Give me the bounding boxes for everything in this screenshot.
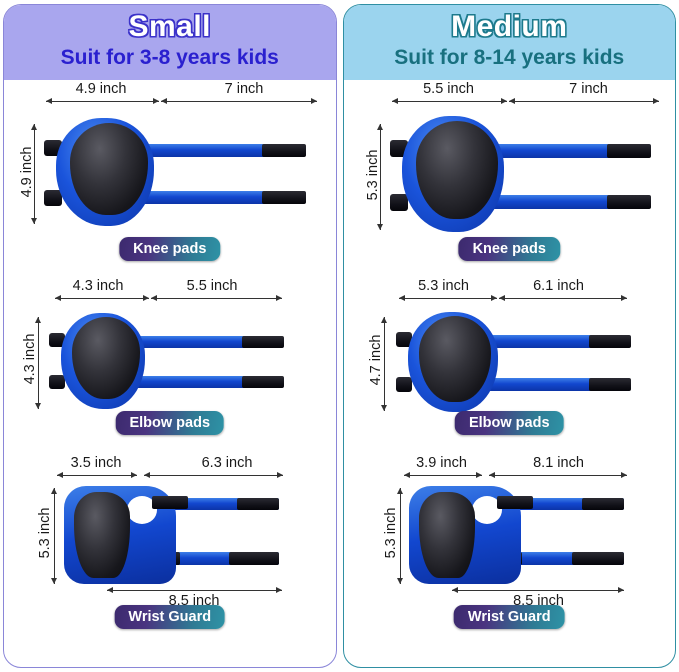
knee-strap-length-arrow-medium [508,97,659,104]
wrist-velcro-top-small [237,497,279,510]
wrist-top-dimensions-small: 3.5 inch 6.3 inch [4,444,336,480]
wrist-pad-width-label-medium: 3.9 inch [416,454,467,471]
panel-header-medium: Medium Suit for 8-14 years kids [343,5,675,80]
section-knee-small: 4.9 inch 7 inch 4.9 inch [4,80,336,263]
wrist-top-dimensions-medium: 3.9 inch 8.1 inch [344,444,676,480]
knee-image-medium: 5.3 inch [344,106,676,263]
elbow-velcro-bottom-medium [588,377,631,391]
section-elbow-small: 4.3 inch 5.5 inch 4.3 inch [4,263,336,444]
panel-header-small: Small Suit for 3-8 years kids [4,5,336,80]
knee-velcro-bottom-medium [606,194,651,209]
section-wrist-small: 3.5 inch 6.3 inch 5.3 inch [4,444,336,632]
knee-strap-length-label-medium: 7 inch [569,80,608,97]
knee-strap-length-label-small: 7 inch [224,80,264,97]
knee-top-dimensions-medium: 5.5 inch 7 inch [344,80,676,106]
wrist-pad-height-label-medium: 5.3 inch [382,507,399,558]
elbow-pad-height-arrow-small [35,316,41,409]
elbow-buckle-bottom-small [49,374,65,389]
size-panel-small: Small Suit for 3-8 years kids 4.9 inch 7… [3,4,337,668]
wrist-total-length-arrow-small [107,586,282,593]
elbow-shell-small [72,316,140,399]
elbow-strap-length-arrow-small [151,294,282,301]
elbow-top-dimensions-small: 4.3 inch 5.5 inch [4,263,336,303]
panel-title-small: Small [128,10,212,43]
wrist-pad-height-arrow-small [51,487,57,584]
knee-velcro-bottom-small [262,190,306,204]
knee-pad-width-label-medium: 5.5 inch [423,80,474,97]
elbow-strap-length-label-small: 5.5 inch [186,277,238,294]
elbow-pad-height-label-small: 4.3 inch [22,333,38,384]
knee-shell-small [70,122,148,215]
wrist-velcro-bottom-small [229,551,279,565]
wrist-image-small: 5.3 inch [4,480,336,588]
wrist-pad-width-arrow-small [57,471,137,478]
elbow-pad-height-arrow-medium [380,316,387,411]
knee-image-small: 4.9 inch [4,106,336,263]
knee-pad-height-label-medium: 5.3 inch [364,149,381,200]
knee-pad-width-label-small: 4.9 inch [75,80,127,97]
elbow-buckle-top-small [49,332,65,347]
knee-label-badge-medium: Knee pads [458,236,560,261]
knee-buckle-bottom-medium [389,193,408,211]
elbow-image-medium: 4.7 inch [344,303,676,431]
elbow-pad-width-label-small: 4.3 inch [72,277,124,294]
elbow-buckle-top-medium [395,331,412,347]
wrist-pad-width-label-small: 3.5 inch [70,454,122,471]
wrist-pad-width-arrow-medium [403,471,482,478]
elbow-label-badge-small: Elbow pads [115,410,225,435]
wrist-image-medium: 5.3 inch [344,480,676,588]
panel-body-medium: 5.5 inch 7 inch 5.3 inch [344,80,676,632]
wrist-pad-height-arrow-medium [396,487,403,584]
wrist-splint-medium [418,491,475,578]
elbow-pad-width-arrow-medium [398,294,497,301]
wrist-total-length-arrow-medium [451,586,624,593]
panel-subtitle-medium: Suit for 8-14 years kids [394,46,625,70]
wrist-velcro-bottom-medium [571,551,624,565]
knee-shell-medium [415,120,498,219]
wrist-splint-small [74,491,130,578]
panel-body-small: 4.9 inch 7 inch 4.9 inch [4,80,336,632]
knee-pad-height-arrow-medium [376,123,383,230]
section-wrist-medium: 3.9 inch 8.1 inch 5.3 inch [344,444,676,632]
section-elbow-medium: 5.3 inch 6.1 inch 4.7 inch [344,263,676,444]
elbow-velcro-top-small [242,335,284,348]
wrist-velcro-inner-medium [496,495,533,509]
panel-subtitle-small: Suit for 3-8 years kids [60,46,279,70]
elbow-image-small: 4.3 inch [4,303,336,431]
knee-velcro-top-medium [606,143,651,158]
elbow-pad-width-arrow-small [55,294,149,301]
elbow-strap-length-label-medium: 6.1 inch [533,277,584,294]
wrist-velcro-top-medium [581,497,624,510]
elbow-pad-width-label-medium: 5.3 inch [418,277,469,294]
wrist-strap-length-label-medium: 8.1 inch [533,454,584,471]
elbow-top-dimensions-medium: 5.3 inch 6.1 inch [344,263,676,303]
wrist-strap-length-arrow-medium [488,471,627,478]
knee-pad-width-arrow-medium [391,97,507,104]
wrist-strap-length-label-small: 6.3 inch [201,454,253,471]
knee-strap-length-arrow-small [161,97,317,104]
elbow-strap-length-arrow-medium [498,294,627,301]
size-panel-medium: Medium Suit for 8-14 years kids 5.5 inch… [342,4,676,668]
elbow-buckle-bottom-medium [395,376,412,392]
elbow-velcro-bottom-small [242,375,284,388]
knee-buckle-bottom-small [44,189,62,206]
section-knee-medium: 5.5 inch 7 inch 5.3 inch [344,80,676,263]
wrist-label-badge-medium: Wrist Guard [453,604,565,629]
wrist-pad-height-label-small: 5.3 inch [37,507,53,558]
elbow-pad-height-label-medium: 4.7 inch [367,334,384,385]
elbow-label-badge-medium: Elbow pads [454,410,564,435]
wrist-velcro-inner-small [152,495,188,509]
knee-top-dimensions-small: 4.9 inch 7 inch [4,80,336,106]
panel-title-medium: Medium [451,10,568,43]
wrist-strap-length-arrow-small [144,471,283,478]
knee-velcro-top-small [262,143,306,157]
elbow-shell-medium [418,315,491,402]
knee-label-badge-small: Knee pads [119,236,221,261]
elbow-velcro-top-medium [588,334,631,348]
knee-pad-height-arrow-small [31,123,37,224]
knee-pad-height-label-small: 4.9 inch [19,146,35,197]
wrist-label-badge-small: Wrist Guard [114,604,226,629]
knee-pad-width-arrow-small [46,97,159,104]
